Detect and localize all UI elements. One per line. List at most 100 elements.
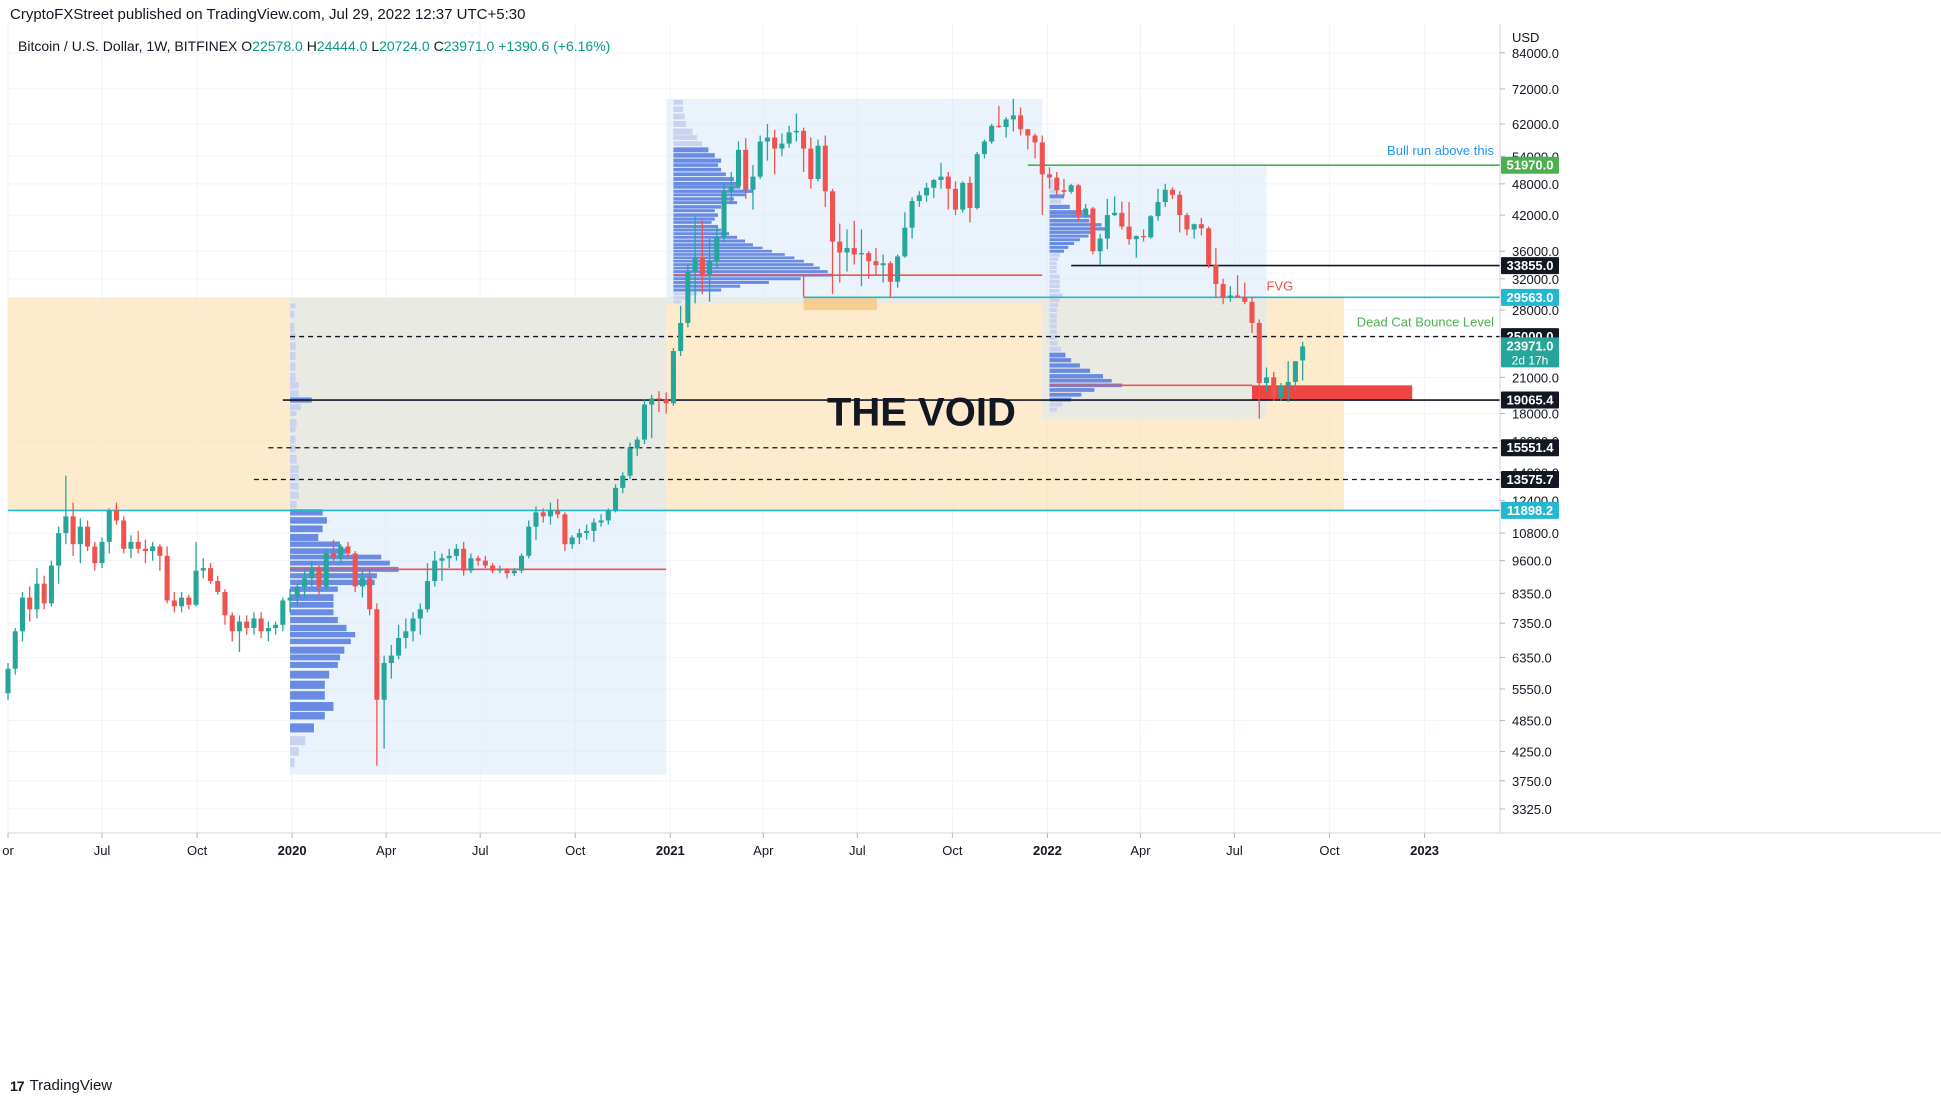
candle-body [663, 399, 669, 404]
vp-bar [290, 491, 299, 499]
candle-body [171, 600, 177, 607]
candle-body [938, 176, 944, 180]
candle-body [12, 631, 18, 669]
candle-body [598, 520, 604, 523]
vp-bar [1049, 238, 1080, 242]
candle-body [511, 570, 517, 574]
candle-body [670, 351, 676, 404]
price-tick-label: 32000.0 [1512, 272, 1559, 287]
symbol-label[interactable]: Bitcoin / U.S. Dollar, 1W, BITFINEX [18, 38, 238, 54]
candle-body [482, 560, 488, 566]
candle-body [222, 591, 228, 616]
candle-body [779, 143, 785, 149]
candle-body [135, 541, 141, 549]
vp-bar [673, 163, 718, 167]
candle-body [526, 526, 532, 556]
candle-body [750, 176, 756, 190]
vp-bar [673, 167, 722, 172]
candle-body [757, 141, 763, 177]
candle-body [121, 520, 127, 549]
candle-body [236, 621, 242, 632]
vp-bar [290, 517, 327, 524]
price-label-box [1501, 288, 1559, 306]
candle-body [417, 609, 423, 619]
vp-bar [290, 601, 334, 608]
price-label-box [1501, 156, 1559, 174]
vp-bar [1049, 189, 1059, 194]
vp-bar [673, 249, 773, 253]
vp-bar [1049, 284, 1060, 289]
vp-bar [1049, 402, 1063, 407]
vp-bar [1049, 204, 1070, 210]
candle-body [56, 533, 62, 566]
price-label-value: 15551.4 [1507, 440, 1555, 455]
vp-bar [290, 702, 334, 711]
price-label-value: 29563.0 [1507, 290, 1554, 305]
candle-body [504, 569, 510, 574]
candle-body [801, 130, 807, 149]
candle-body [193, 570, 199, 605]
candle-body [106, 510, 112, 542]
vp-bar [673, 253, 785, 256]
candle-body [960, 182, 966, 210]
time-tick-label: 2023 [1410, 843, 1439, 858]
vp-bar [290, 500, 297, 509]
vp-bar [673, 177, 734, 181]
candle-body [678, 322, 684, 352]
time-tick-label: Apr [753, 843, 774, 858]
candle-body [569, 537, 575, 545]
vp-bar [1049, 214, 1093, 218]
tradingview-logo[interactable]: 17 TradingView [10, 1077, 112, 1094]
price-label-box [1501, 337, 1559, 368]
annotation-3: Dead Cat Bounce Level [1357, 315, 1494, 330]
vp-bar [1049, 199, 1062, 204]
candle-body [974, 154, 980, 208]
vp-bar [673, 205, 722, 209]
candle-body [1213, 264, 1219, 284]
vp-bar [1049, 249, 1064, 253]
vp-bar [1049, 358, 1072, 363]
vp-bar [290, 482, 299, 490]
candle-body [85, 526, 91, 547]
vp-bar [290, 533, 319, 541]
candle-body [547, 510, 553, 517]
vp-bar [1049, 261, 1057, 265]
candle-body [822, 145, 828, 192]
vp-bar [290, 419, 297, 427]
vp-bar [673, 181, 738, 186]
candle-body [613, 487, 619, 511]
vp-bar [1049, 274, 1060, 279]
vp-bar [290, 594, 334, 601]
vp-bar [673, 189, 753, 193]
candle-body [634, 439, 640, 449]
candle-body [113, 510, 120, 521]
candle-body [844, 247, 850, 253]
candle-body [338, 546, 344, 559]
vp-bar [1049, 257, 1059, 261]
vp-bar [673, 106, 683, 113]
candle-body [280, 600, 286, 625]
candle-body [381, 663, 387, 700]
candle-body [1025, 129, 1031, 136]
vp-bar [673, 266, 820, 270]
candle-body [1300, 346, 1306, 361]
vp-bar [290, 303, 296, 309]
candle-body [99, 541, 105, 564]
time-tick-label: Jul [472, 843, 489, 858]
vp-bar [290, 410, 297, 417]
candle-body [605, 510, 611, 521]
candle-body [685, 271, 691, 323]
high-value: 24444.0 [316, 38, 368, 54]
candle-body [70, 516, 76, 545]
vp-bar [673, 113, 685, 120]
vp-bar [290, 758, 295, 768]
candle-body [77, 526, 83, 545]
time-tick-label: Oct [187, 843, 208, 858]
vp-bar [1049, 308, 1057, 313]
vp-bar [1049, 293, 1063, 298]
vp-bar [673, 172, 726, 177]
vp-bar [1049, 329, 1057, 335]
vp-bar [290, 661, 338, 668]
candle-body [367, 578, 373, 610]
